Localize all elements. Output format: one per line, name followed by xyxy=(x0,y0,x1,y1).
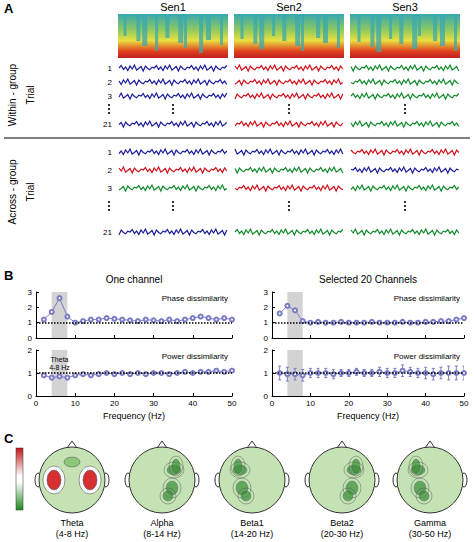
svg-text:1: 1 xyxy=(264,318,269,327)
svg-text:Across - group: Across - group xyxy=(7,159,18,224)
svg-text:Trial: Trial xyxy=(25,85,36,104)
svg-text:1: 1 xyxy=(28,318,33,327)
svg-text:Frequency (Hz): Frequency (Hz) xyxy=(103,411,165,421)
svg-text:Gamma: Gamma xyxy=(414,518,446,528)
svg-text:40: 40 xyxy=(421,399,430,408)
svg-text:Sen3: Sen3 xyxy=(392,1,418,13)
html-text:Phase dissimilarity: Phase dissimilarity xyxy=(161,294,228,303)
svg-text:40: 40 xyxy=(188,399,197,408)
svg-text:(8-14 Hz): (8-14 Hz) xyxy=(143,529,181,539)
svg-text:Frequency (Hz): Frequency (Hz) xyxy=(337,411,399,421)
svg-text:(4-8 Hz): (4-8 Hz) xyxy=(56,529,89,539)
svg-text:20: 20 xyxy=(110,399,119,408)
svg-text:1: 1 xyxy=(108,64,113,73)
svg-text:3: 3 xyxy=(28,288,33,297)
svg-text:10: 10 xyxy=(306,399,315,408)
svg-text:Theta: Theta xyxy=(60,518,83,528)
svg-text:4-8 Hz: 4-8 Hz xyxy=(49,364,70,371)
svg-text:30: 30 xyxy=(149,399,158,408)
svg-text:0: 0 xyxy=(264,334,269,343)
svg-text:0: 0 xyxy=(270,399,275,408)
svg-text:3: 3 xyxy=(108,92,113,101)
svg-text:Sen1: Sen1 xyxy=(160,1,186,13)
svg-text:3: 3 xyxy=(264,288,269,297)
svg-text:2: 2 xyxy=(264,303,269,312)
svg-text:0: 0 xyxy=(34,399,39,408)
svg-text:A: A xyxy=(4,1,14,16)
svg-text:50: 50 xyxy=(228,399,237,408)
html-text:Power dissimilarity: Power dissimilarity xyxy=(393,352,460,361)
svg-text:2: 2 xyxy=(28,346,33,355)
svg-text:Trial: Trial xyxy=(25,182,36,201)
svg-text:0: 0 xyxy=(28,392,33,401)
svg-text:2: 2 xyxy=(108,78,113,87)
svg-text:10: 10 xyxy=(71,399,80,408)
svg-text:Theta: Theta xyxy=(51,356,69,363)
html-text:Selected 20 Channels: Selected 20 Channels xyxy=(319,274,417,285)
svg-text:(14-20 Hz): (14-20 Hz) xyxy=(231,529,274,539)
svg-text:1: 1 xyxy=(264,369,269,378)
svg-text:Alpha: Alpha xyxy=(150,518,173,528)
svg-text:50: 50 xyxy=(460,399,469,408)
html-text:B: B xyxy=(4,268,14,283)
svg-text:30: 30 xyxy=(383,399,392,408)
svg-text:1: 1 xyxy=(108,148,113,157)
html-text:Power dissimilarity: Power dissimilarity xyxy=(161,352,228,361)
svg-text:Beta1: Beta1 xyxy=(240,518,264,528)
svg-text:0: 0 xyxy=(264,392,269,401)
svg-text:Sen2: Sen2 xyxy=(276,1,302,13)
svg-text:0: 0 xyxy=(28,334,33,343)
html-text:Phase dissimilarity: Phase dissimilarity xyxy=(393,294,460,303)
svg-text:3: 3 xyxy=(108,184,113,193)
svg-text:C: C xyxy=(4,431,14,446)
svg-text:(20-30 Hz): (20-30 Hz) xyxy=(321,529,364,539)
svg-text:20: 20 xyxy=(344,399,353,408)
svg-text:2: 2 xyxy=(108,166,113,175)
svg-text:(30-50 Hz): (30-50 Hz) xyxy=(409,529,452,539)
svg-text:21: 21 xyxy=(103,120,112,129)
svg-text:Beta2: Beta2 xyxy=(330,518,354,528)
svg-text:Within - group: Within - group xyxy=(7,63,18,126)
svg-text:2: 2 xyxy=(28,303,33,312)
svg-text:21: 21 xyxy=(103,228,112,237)
svg-text:1: 1 xyxy=(28,369,33,378)
html-text:One channel: One channel xyxy=(105,274,163,285)
svg-text:2: 2 xyxy=(264,346,269,355)
